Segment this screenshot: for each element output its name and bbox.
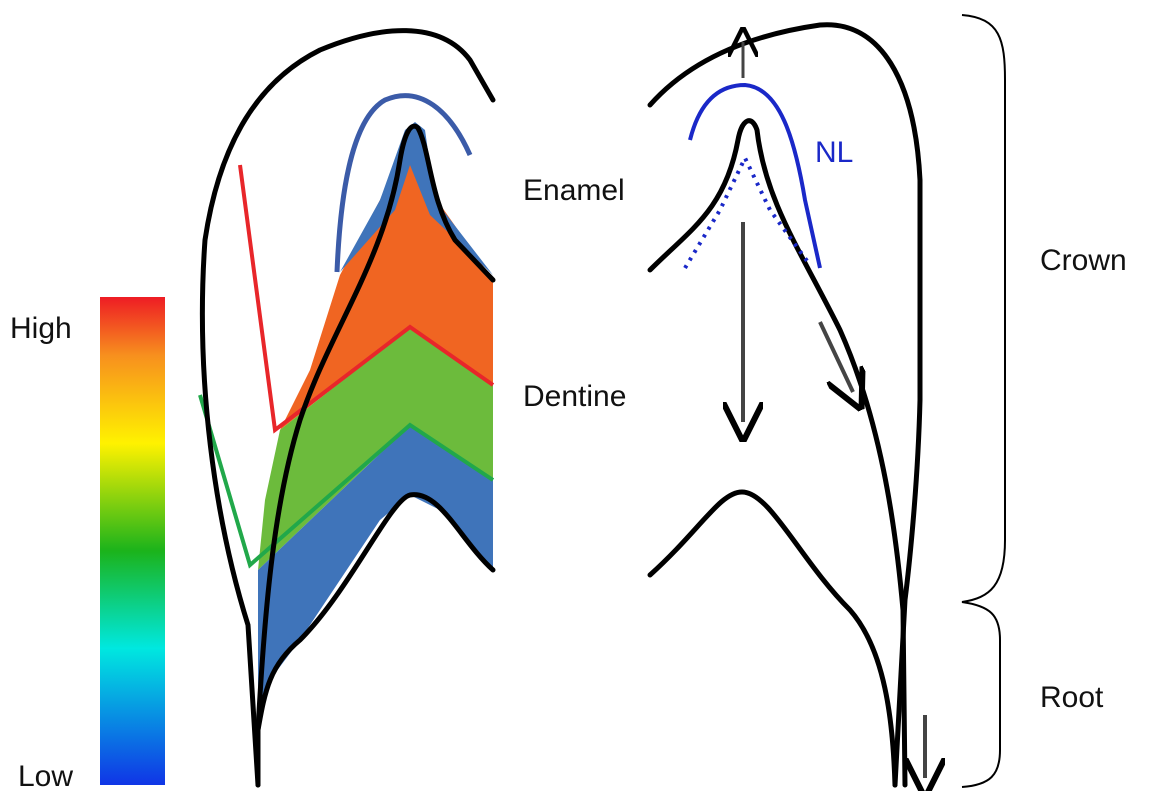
root-label: Root — [1040, 681, 1104, 714]
color-bar — [100, 297, 165, 785]
low-label: Low — [18, 760, 73, 791]
diagram: High Low Enamel Dentine NL Crown Root — [0, 0, 1149, 791]
crown-label: Crown — [1040, 244, 1127, 277]
inner-outline-right — [650, 121, 905, 785]
enamel-label: Enamel — [523, 174, 625, 207]
page: High Low Enamel Dentine NL Crown Root ((… — [0, 0, 1149, 791]
pulp-outline-right — [650, 492, 895, 785]
dentine-label: Dentine — [523, 380, 626, 413]
nl-label: NL — [815, 136, 853, 169]
braces — [962, 15, 1005, 787]
arrow-diagonal — [820, 322, 853, 392]
high-label: High — [10, 312, 72, 345]
